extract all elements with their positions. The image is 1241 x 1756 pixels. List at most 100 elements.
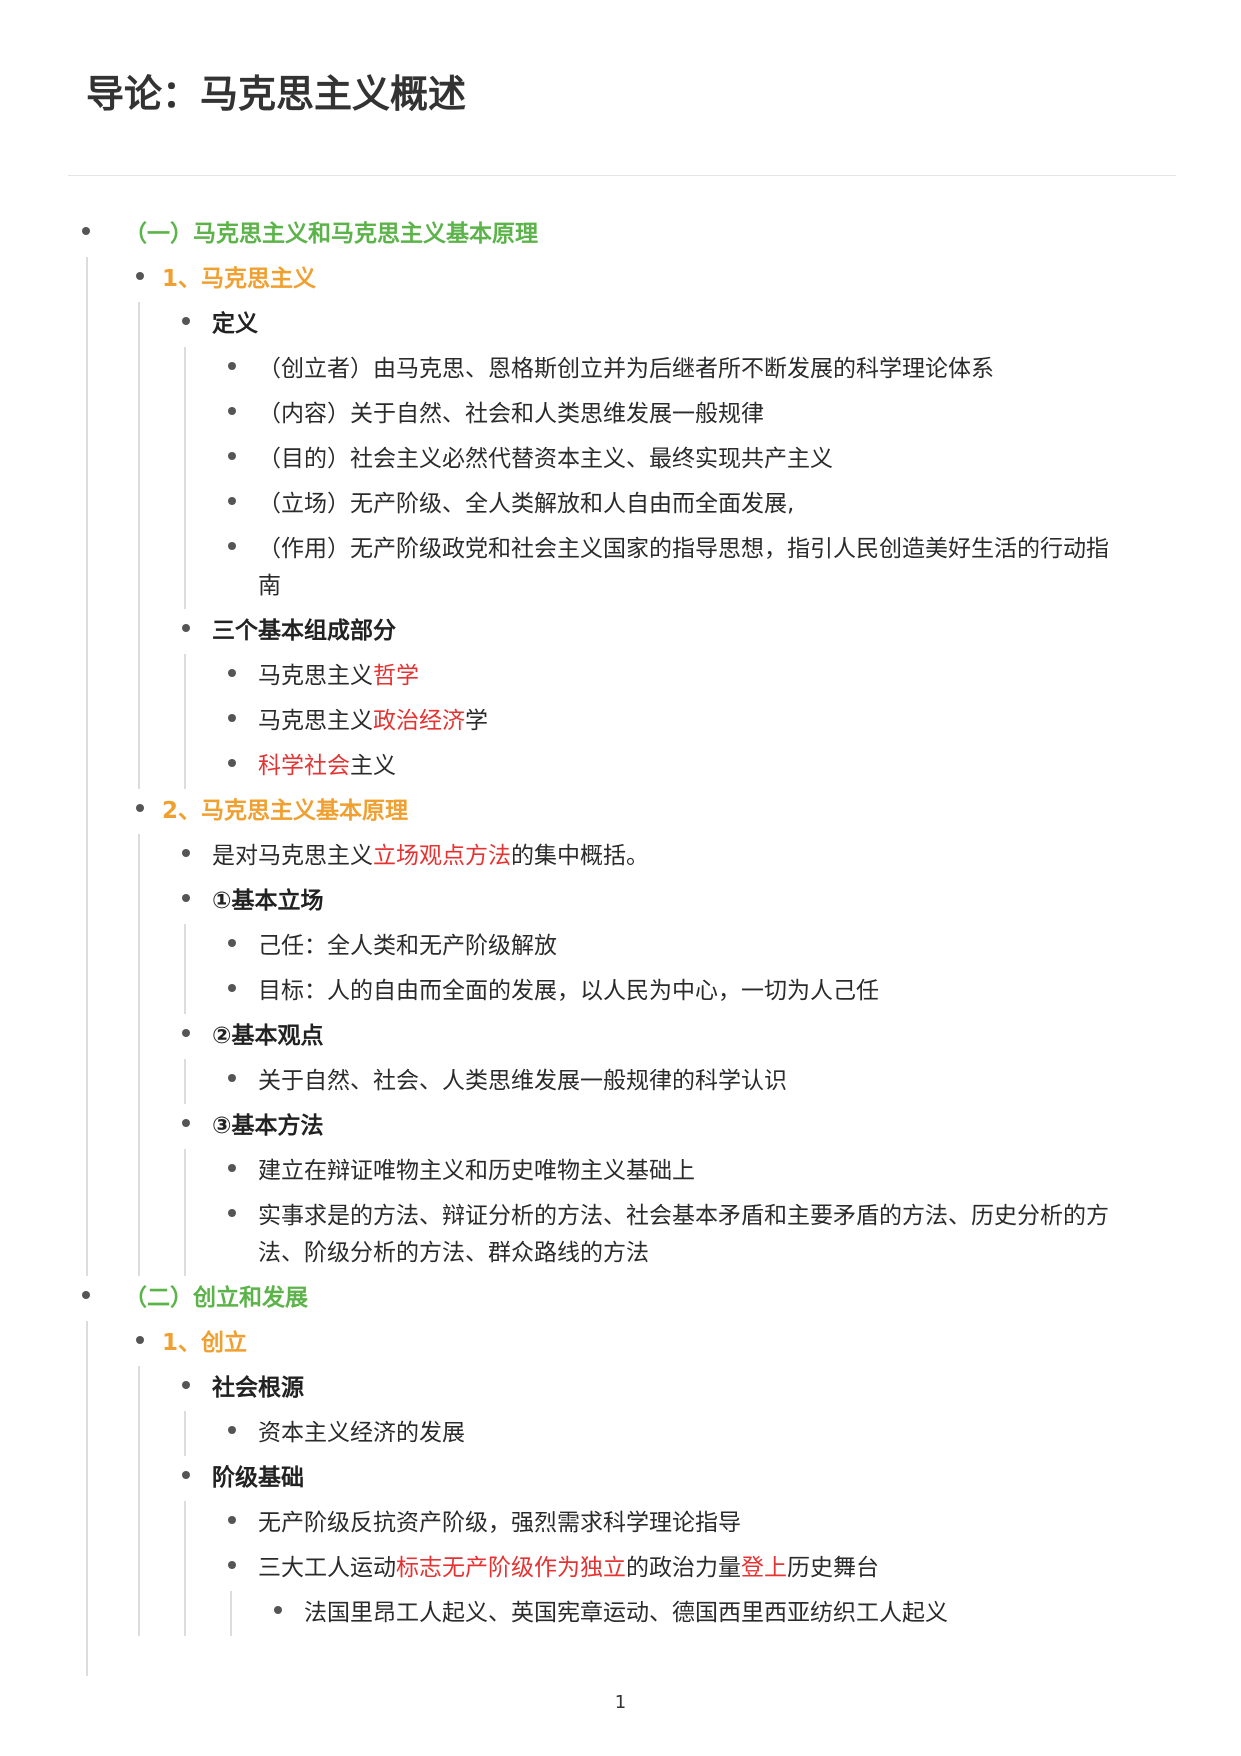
bullet-icon: [228, 939, 236, 947]
list-item-text: （立场）无产阶级、全人类解放和人自由而全面发展,: [258, 491, 795, 517]
list-item: 三大工人运动标志无产阶级作为独立的政治力量登上历史舞台 法国里昂工人起义、英国宪…: [186, 1546, 1180, 1636]
view-heading: ②基本观点: [140, 1014, 1180, 1059]
list-item: （作用）无产阶级政党和社会主义国家的指导思想，指引人民创造美好生活的行动指南: [186, 527, 1180, 609]
components-heading: 三个基本组成部分: [140, 609, 1180, 654]
bullet-icon: [228, 984, 236, 992]
method-heading: ③基本方法: [140, 1104, 1180, 1149]
list-item: 资本主义经济的发展: [186, 1411, 1180, 1456]
section-1-label: （一）马克思主义和马克思主义基本原理: [124, 221, 538, 247]
section-2-label: （二）创立和发展: [124, 1285, 308, 1311]
section-1: （一）马克思主义和马克思主义基本原理 1、马克思主义 定义: [80, 212, 1180, 1276]
social-roots-group: 社会根源 资本主义经济的发展: [140, 1366, 1180, 1456]
highlight-text: 政治经济: [373, 708, 465, 734]
subsection-1-2-children: 是对马克思主义立场观点方法的集中概括。 ①基本立场 己任：全人类和无产阶级解放 …: [138, 834, 1180, 1276]
subsection-1-2-label: 2、马克思主义基本原理: [162, 798, 409, 824]
list-item-text: 三大工人运动: [258, 1555, 396, 1581]
list-item-text: 无产阶级反抗资产阶级，强烈需求科学理论指导: [258, 1510, 741, 1536]
bullet-icon: [228, 1164, 236, 1172]
list-item-text: 资本主义经济的发展: [258, 1420, 465, 1446]
subsection-1-2-heading: 2、马克思主义基本原理: [88, 789, 1180, 834]
list-item: 建立在辩证唯物主义和历史唯物主义基础上: [186, 1149, 1180, 1194]
list-item: （立场）无产阶级、全人类解放和人自由而全面发展,: [186, 482, 1180, 527]
class-basis-label: 阶级基础: [212, 1465, 304, 1491]
workers-movements-items: 法国里昂工人起义、英国宪章运动、德国西里西亚纺织工人起义: [230, 1591, 1180, 1636]
section-2-heading: （二）创立和发展: [80, 1276, 1180, 1321]
section-2: （二）创立和发展 1、创立 社会根源 资本主义经济的发展: [80, 1276, 1180, 1676]
definition-items: （创立者）由马克思、恩格斯创立并为后继者所不断发展的科学理论体系 （内容）关于自…: [184, 347, 1180, 609]
bullet-icon: [228, 1561, 236, 1569]
subsection-1-1-heading: 1、马克思主义: [88, 257, 1180, 302]
title-divider: [68, 175, 1176, 176]
list-item-text: 马克思主义: [258, 663, 373, 689]
highlight-text: 哲学: [373, 663, 419, 689]
list-item-text: 法国里昂工人起义、英国宪章运动、德国西里西亚纺织工人起义: [304, 1600, 948, 1626]
bullet-icon: [136, 272, 144, 280]
list-item-text-continued: 法、阶级分析的方法、群众路线的方法: [258, 1240, 649, 1266]
list-item: 关于自然、社会、人类思维发展一般规律的科学认识: [186, 1059, 1180, 1104]
list-item: 目标：人的自由而全面的发展，以人民为中心，一切为人己任: [186, 969, 1180, 1014]
list-item-text: 实事求是的方法、辩证分析的方法、社会基本矛盾和主要矛盾的方法、历史分析的方: [258, 1203, 1109, 1229]
class-basis-group: 阶级基础 无产阶级反抗资产阶级，强烈需求科学理论指导 三大工人运动标志无产阶级作…: [140, 1456, 1180, 1636]
stand-label: ①基本立场: [212, 888, 324, 914]
list-item-text: 历史舞台: [787, 1555, 879, 1581]
subsection-1-1: 1、马克思主义 定义 （创立者）由马克思、恩格斯创立并为后继者所不断发展的科学理…: [88, 257, 1180, 789]
list-item-text-continued: 南: [258, 573, 281, 599]
bullet-icon: [228, 1074, 236, 1082]
bullet-icon: [228, 362, 236, 370]
bullet-icon: [182, 624, 190, 632]
list-item-text: 建立在辩证唯物主义和历史唯物主义基础上: [258, 1158, 695, 1184]
method-items: 建立在辩证唯物主义和历史唯物主义基础上 实事求是的方法、辩证分析的方法、社会基本…: [184, 1149, 1180, 1276]
bullet-icon: [228, 714, 236, 722]
list-item-text: （内容）关于自然、社会和人类思维发展一般规律: [258, 401, 764, 427]
method-group: ③基本方法 建立在辩证唯物主义和历史唯物主义基础上 实事求是的方法、辩证分析的方…: [140, 1104, 1180, 1276]
list-item-text: 是对马克思主义: [212, 843, 373, 869]
subsection-1-1-label: 1、马克思主义: [162, 266, 317, 292]
components-group: 三个基本组成部分 马克思主义哲学 马克思主义政治经济学 科学社会主义: [140, 609, 1180, 789]
list-item: 马克思主义哲学: [186, 654, 1180, 699]
list-item: 无产阶级反抗资产阶级，强烈需求科学理论指导: [186, 1501, 1180, 1546]
list-item: 马克思主义政治经济学: [186, 699, 1180, 744]
bullet-icon: [82, 227, 90, 235]
social-roots-label: 社会根源: [212, 1375, 304, 1401]
list-item-text: 主义: [350, 753, 396, 779]
page-number: 1: [614, 1692, 627, 1713]
list-item: （内容）关于自然、社会和人类思维发展一般规律: [186, 392, 1180, 437]
bullet-icon: [228, 407, 236, 415]
class-basis-items: 无产阶级反抗资产阶级，强烈需求科学理论指导 三大工人运动标志无产阶级作为独立的政…: [184, 1501, 1180, 1636]
list-item: 己任：全人类和无产阶级解放: [186, 924, 1180, 969]
list-item-text: 学: [465, 708, 488, 734]
definition-label: 定义: [212, 311, 258, 337]
view-label: ②基本观点: [212, 1023, 324, 1049]
list-item-text: 的集中概括。: [511, 843, 649, 869]
view-group: ②基本观点 关于自然、社会、人类思维发展一般规律的科学认识: [140, 1014, 1180, 1104]
bullet-icon: [136, 1336, 144, 1344]
page-title: 导论：马克思主义概述: [86, 72, 467, 116]
social-roots-items: 资本主义经济的发展: [184, 1411, 1180, 1456]
class-basis-heading: 阶级基础: [140, 1456, 1180, 1501]
view-items: 关于自然、社会、人类思维发展一般规律的科学认识: [184, 1059, 1180, 1104]
subsection-2-1-children: 社会根源 资本主义经济的发展 阶级基础 无产阶级反抗资产阶级，强烈需求科学理论指…: [138, 1366, 1180, 1636]
highlight-text: 登上: [741, 1555, 787, 1581]
highlight-text: 科学社会: [258, 753, 350, 779]
bullet-icon: [182, 849, 190, 857]
bullet-icon: [182, 317, 190, 325]
bullet-icon: [228, 759, 236, 767]
highlight-text: 立场观点方法: [373, 843, 511, 869]
bullet-icon: [228, 497, 236, 505]
bullet-icon: [228, 542, 236, 550]
list-item-text: 己任：全人类和无产阶级解放: [258, 933, 557, 959]
bullet-icon: [82, 1291, 90, 1299]
bullet-icon: [182, 1381, 190, 1389]
subsection-1-1-children: 定义 （创立者）由马克思、恩格斯创立并为后继者所不断发展的科学理论体系 （内容）…: [138, 302, 1180, 789]
bullet-icon: [182, 1471, 190, 1479]
list-item-text: 目标：人的自由而全面的发展，以人民为中心，一切为人己任: [258, 978, 879, 1004]
outline: （一）马克思主义和马克思主义基本原理 1、马克思主义 定义: [80, 212, 1180, 1676]
subsection-2-1: 1、创立 社会根源 资本主义经济的发展 阶级基础 无产阶级反抗资产阶: [88, 1321, 1180, 1636]
social-roots-heading: 社会根源: [140, 1366, 1180, 1411]
definition-heading: 定义: [140, 302, 1180, 347]
stand-heading: ①基本立场: [140, 879, 1180, 924]
list-item-text: 关于自然、社会、人类思维发展一般规律的科学认识: [258, 1068, 787, 1094]
list-item: 是对马克思主义立场观点方法的集中概括。: [140, 834, 1180, 879]
list-item-text: （创立者）由马克思、恩格斯创立并为后继者所不断发展的科学理论体系: [258, 356, 994, 382]
bullet-icon: [228, 669, 236, 677]
